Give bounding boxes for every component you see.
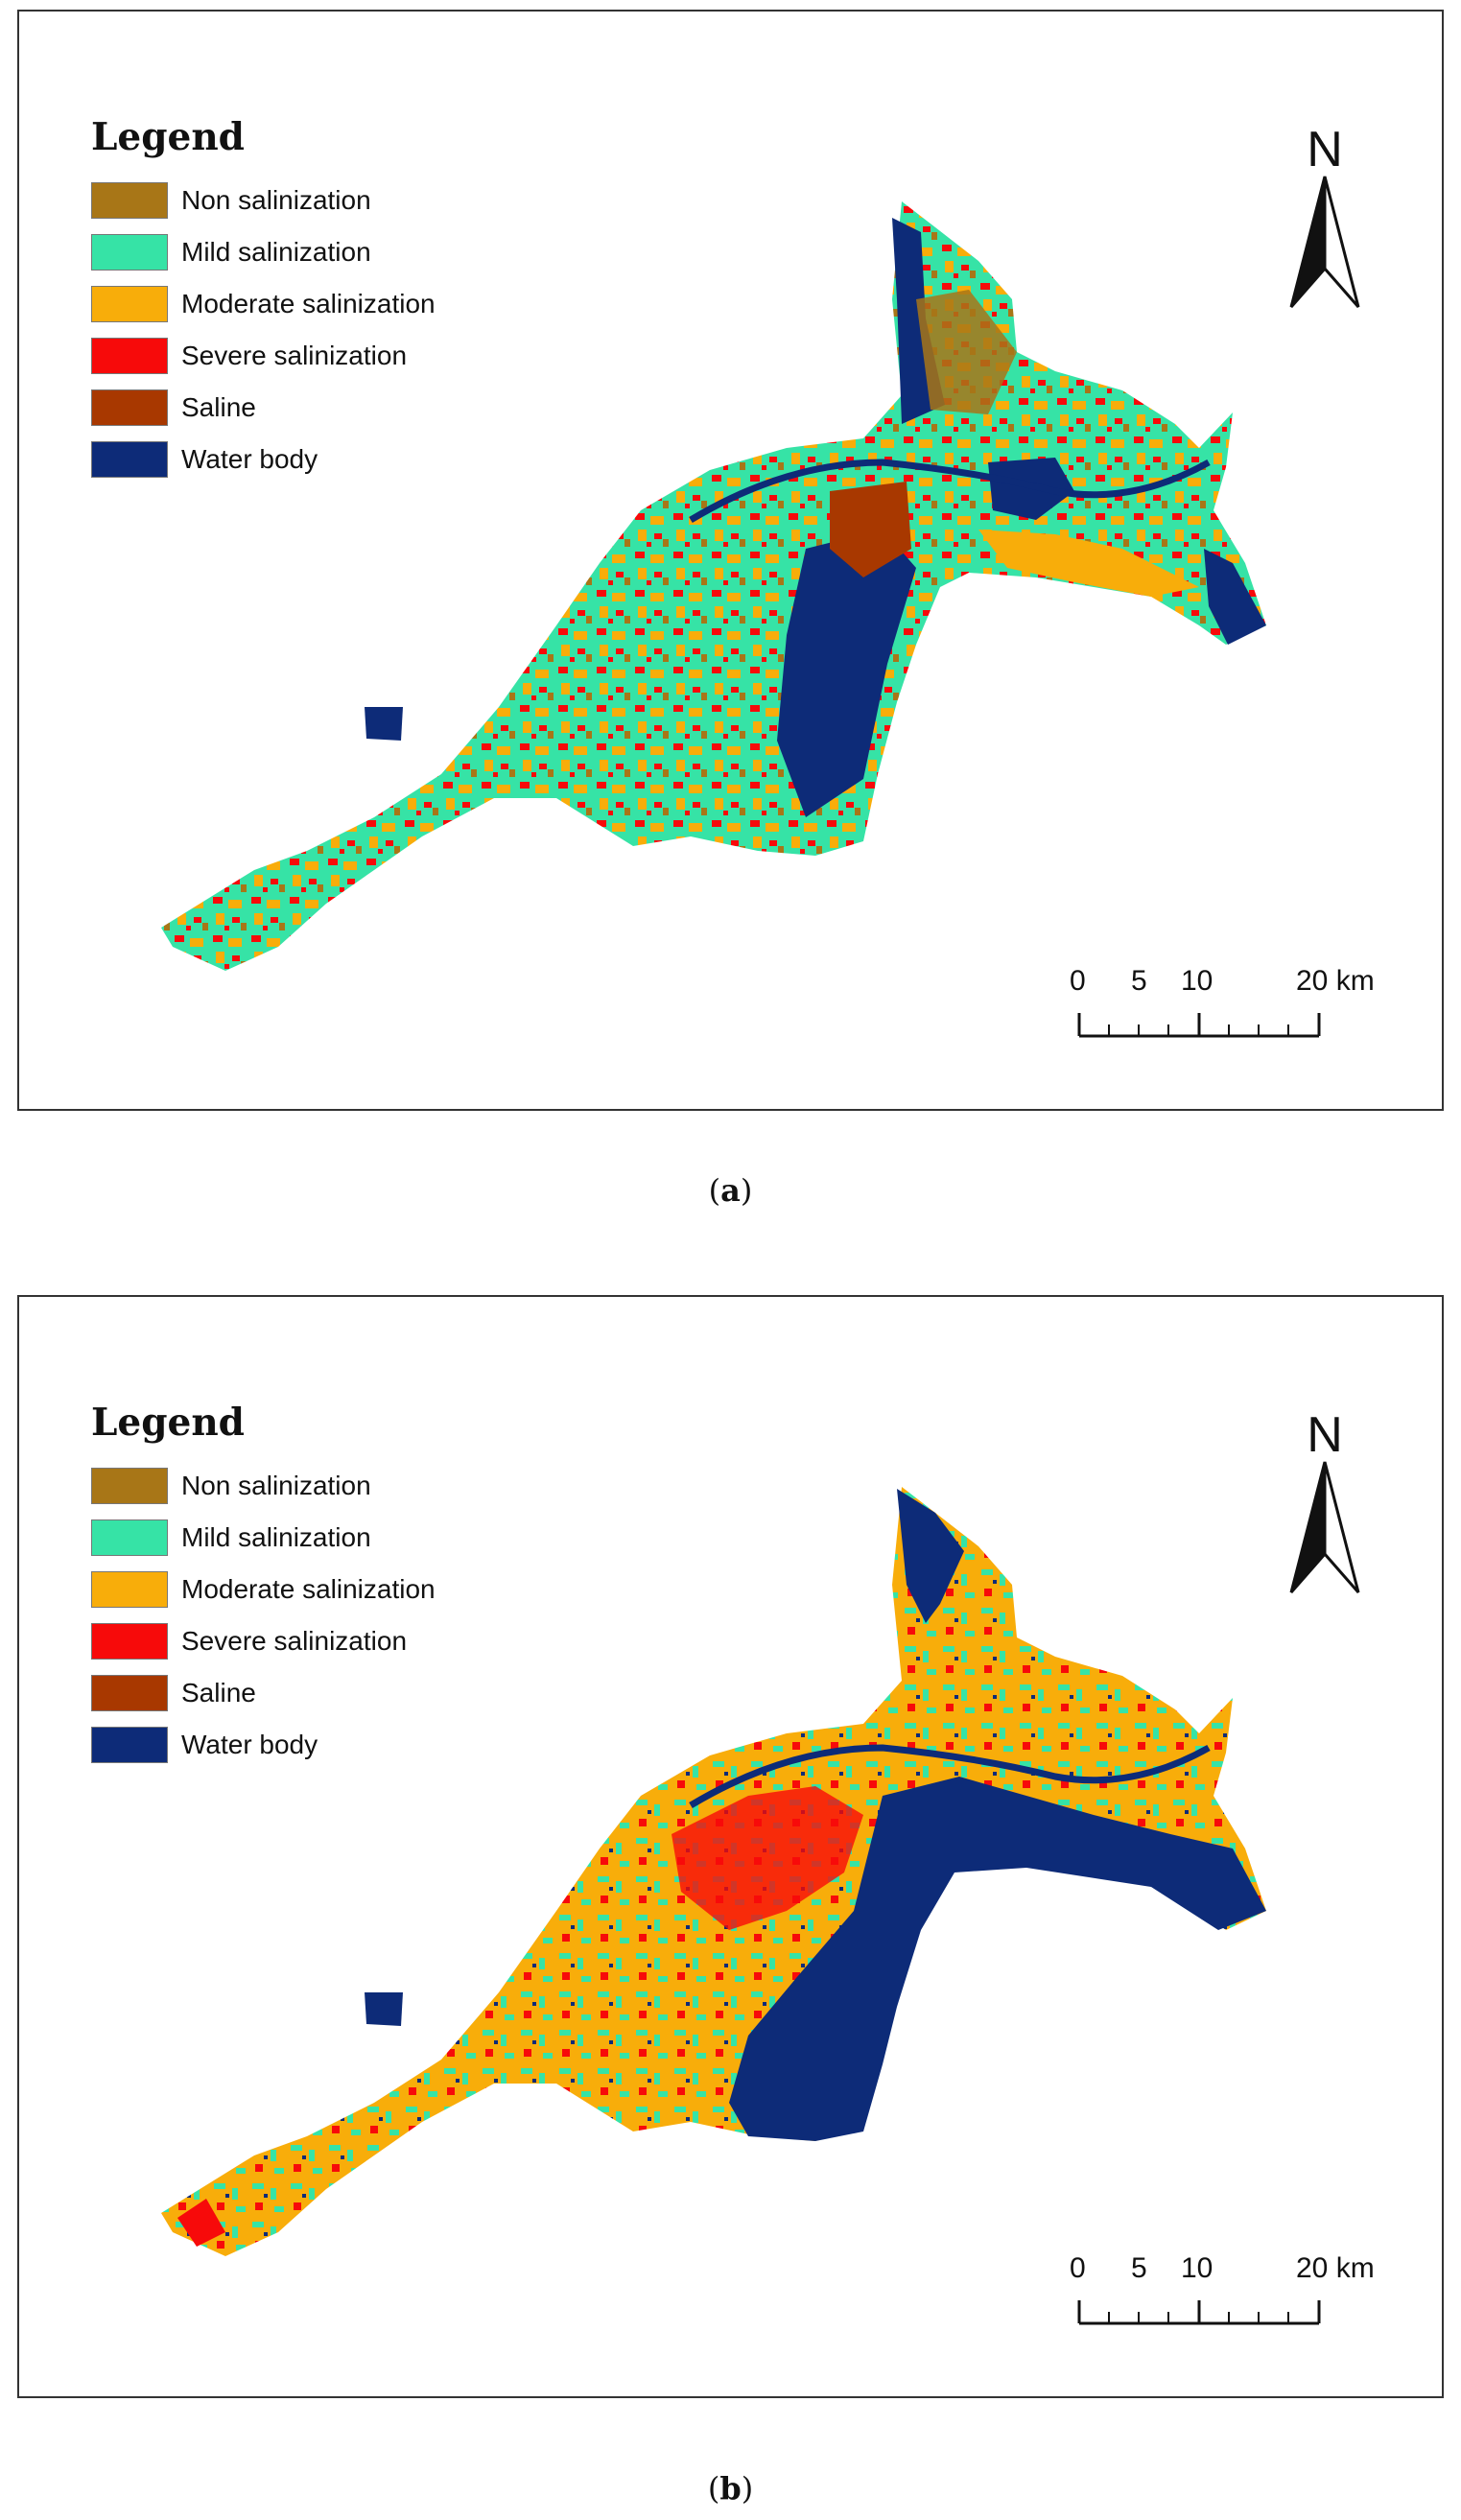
severe-zone-b — [177, 2199, 225, 2247]
legend-swatch — [91, 1519, 168, 1556]
scale-label: 5 — [1131, 965, 1147, 997]
water-body-b — [365, 1992, 403, 2026]
scale-bar-a: 0 5 10 20 km — [1070, 965, 1384, 1042]
scale-label: 0 — [1070, 2252, 1086, 2284]
legend-item-moderate-salinization: Moderate salinization — [91, 1564, 436, 1615]
legend-swatch — [91, 1675, 168, 1711]
saline-zone-a — [830, 482, 911, 577]
non-salinization-zone-a — [916, 290, 1017, 414]
scale-bar-b: 0 5 10 20 km — [1070, 2252, 1384, 2329]
legend-swatch — [91, 286, 168, 322]
river-line-a — [689, 459, 1211, 524]
legend-label: Non salinization — [181, 185, 371, 215]
scale-bar-graphic — [1077, 2300, 1321, 2325]
legend-label: Moderate salinization — [181, 1574, 436, 1604]
legend-title: Legend — [91, 1401, 245, 1445]
legend-item-moderate-salinization: Moderate salinization — [91, 278, 436, 330]
legend-label: Non salinization — [181, 1471, 371, 1500]
scale-label: 10 — [1181, 2252, 1214, 2284]
river-line-b — [689, 1744, 1211, 1809]
legend-item-severe-salinization: Severe salinization — [91, 1615, 436, 1667]
legend-swatch — [91, 1468, 168, 1504]
legend-item-mild-salinization: Mild salinization — [91, 1512, 436, 1564]
legend-label: Severe salinization — [181, 1626, 408, 1656]
caption-a: (a) — [708, 1172, 753, 1209]
legend-item-saline: Saline — [91, 1667, 436, 1719]
legend-swatch — [91, 389, 168, 426]
moderate-zone-a — [978, 530, 1199, 597]
legend-swatch — [91, 1623, 168, 1660]
water-body-a — [365, 707, 403, 741]
legend-swatch — [91, 234, 168, 271]
water-body-a — [1204, 549, 1266, 645]
scale-label: 0 — [1070, 965, 1086, 997]
legend-label: Saline — [181, 392, 256, 422]
legend-a: Legend Non salinization Mild salinizatio… — [91, 115, 436, 485]
legend-label: Severe salinization — [181, 341, 408, 370]
caption-letter: a — [720, 1172, 741, 1209]
legend-label: Water body — [181, 1730, 318, 1759]
legend-item-mild-salinization: Mild salinization — [91, 226, 436, 278]
legend-item-non-salinization: Non salinization — [91, 1460, 436, 1512]
north-arrow-a: N — [1277, 125, 1373, 314]
legend-swatch — [91, 338, 168, 374]
legend-item-water-body: Water body — [91, 434, 436, 485]
legend-swatch — [91, 1727, 168, 1763]
legend-label: Moderate salinization — [181, 289, 436, 318]
legend-label: Mild salinization — [181, 1522, 371, 1552]
north-label: N — [1307, 122, 1343, 177]
legend-item-severe-salinization: Severe salinization — [91, 330, 436, 382]
legend-b: Legend Non salinization Mild salinizatio… — [91, 1401, 436, 1771]
scale-label: 20 km — [1296, 965, 1375, 997]
legend-item-saline: Saline — [91, 382, 436, 434]
scale-label: 20 km — [1296, 2252, 1375, 2284]
legend-label: Mild salinization — [181, 237, 371, 267]
scale-label: 5 — [1131, 2252, 1147, 2284]
legend-label: Water body — [181, 444, 318, 474]
severe-zone-b — [672, 1786, 863, 1930]
scale-label: 10 — [1181, 965, 1214, 997]
legend-swatch — [91, 441, 168, 478]
north-arrow-icon — [1289, 176, 1360, 308]
legend-label: Saline — [181, 1678, 256, 1707]
north-arrow-icon — [1289, 1461, 1360, 1593]
salinization-map-b — [161, 1487, 1266, 2256]
salinization-map-a — [161, 201, 1266, 971]
water-body-b — [729, 1777, 1266, 2141]
scale-bar-graphic — [1077, 1013, 1321, 1038]
map-panel-a: Legend Non salinization Mild salinizatio… — [17, 10, 1444, 1111]
legend-title: Legend — [91, 115, 245, 159]
legend-item-water-body: Water body — [91, 1719, 436, 1771]
north-arrow-b: N — [1277, 1410, 1373, 1599]
north-label: N — [1307, 1407, 1343, 1463]
caption-b: (b) — [707, 2470, 754, 2507]
legend-swatch — [91, 1571, 168, 1608]
caption-letter: b — [719, 2470, 742, 2507]
legend-item-non-salinization: Non salinization — [91, 175, 436, 226]
water-body-b — [897, 1489, 964, 1623]
map-panel-b: Legend Non salinization Mild salinizatio… — [17, 1295, 1444, 2398]
legend-swatch — [91, 182, 168, 219]
water-body-a — [777, 530, 916, 817]
